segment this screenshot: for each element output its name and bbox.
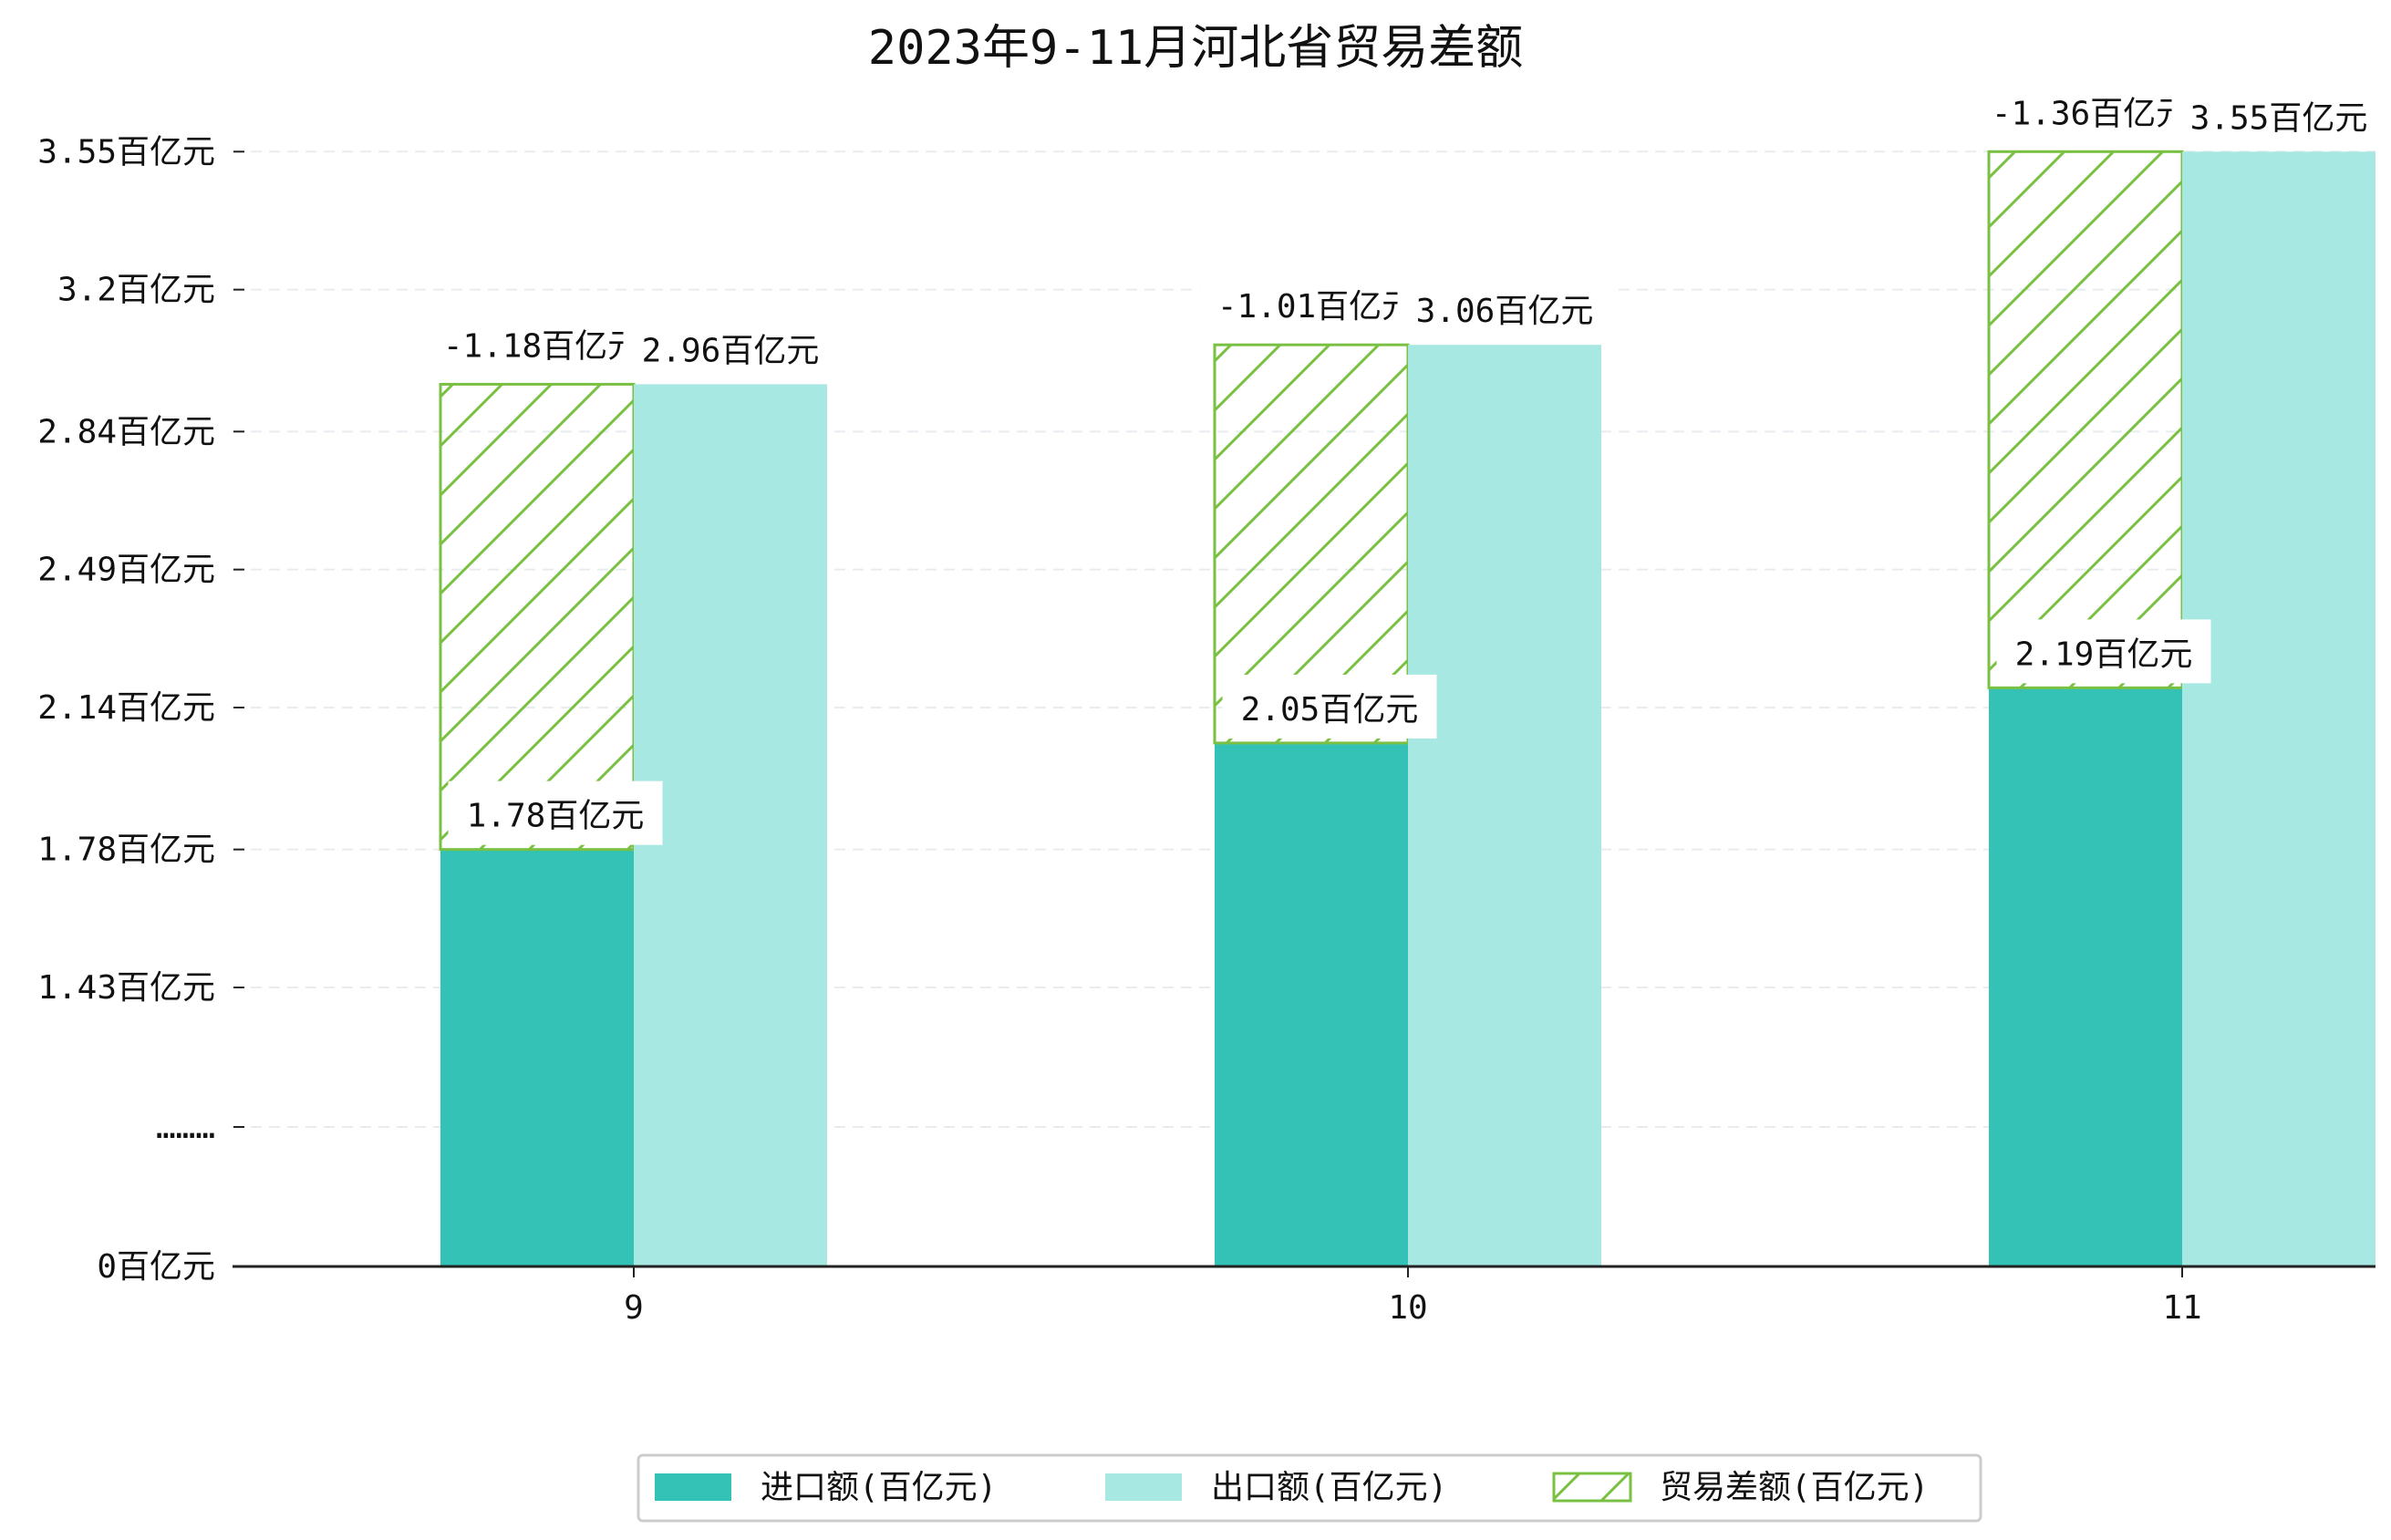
y-tick-label: 3.2百亿元 bbox=[57, 272, 215, 309]
data-label-import: 2.05百亿元 bbox=[1241, 691, 1419, 729]
y-tick-label: 2.14百亿元 bbox=[37, 689, 215, 727]
bar-balance bbox=[439, 382, 636, 852]
x-tick-label: 9 bbox=[624, 1289, 644, 1327]
y-tick-label: 3.55百亿元 bbox=[37, 133, 215, 171]
bar-import bbox=[440, 849, 634, 1266]
bar-import bbox=[1989, 687, 2182, 1266]
data-label-balance-bg bbox=[1199, 272, 1433, 336]
legend-swatch bbox=[655, 1473, 731, 1501]
data-label-import: 1.78百亿元 bbox=[467, 798, 645, 835]
data-label-balance: -1.01百亿元 bbox=[1217, 288, 1414, 326]
data-label-export: 3.06百亿元 bbox=[1416, 293, 1594, 330]
data-label-export: 3.55百亿元 bbox=[2190, 99, 2368, 137]
bar-export bbox=[2182, 151, 2375, 1266]
data-label-export-bg bbox=[2171, 83, 2386, 148]
data-label-import-bg bbox=[1996, 619, 2211, 684]
chart-title: 2023年9-11月河北省贸易差额 bbox=[868, 21, 1523, 76]
data-label-balance: -1.18百亿元 bbox=[443, 327, 640, 365]
legend-swatch bbox=[1105, 1473, 1182, 1501]
legend-swatch bbox=[1552, 1472, 1632, 1503]
y-tick-label: 2.49百亿元 bbox=[37, 552, 215, 589]
legend-label: 进口额(百亿元) bbox=[761, 1469, 997, 1506]
x-tick-label: 10 bbox=[1388, 1289, 1427, 1327]
data-label-balance-bg bbox=[425, 311, 658, 376]
data-label-balance: -1.36百亿元 bbox=[1992, 95, 2189, 132]
legend-label: 出口额(百亿元) bbox=[1211, 1469, 1447, 1506]
y-tick-label: 1.78百亿元 bbox=[37, 832, 215, 869]
data-label-balance-bg bbox=[1973, 78, 2207, 143]
y-tick-label: 2.84百亿元 bbox=[37, 413, 215, 450]
data-label-export-bg bbox=[623, 315, 838, 380]
data-labels: 1.78百亿元 -1.18百亿元 2.96百亿元 2.05百亿元 -1.01百亿元 3.0… bbox=[425, 78, 2386, 845]
legend: 进口额(百亿元) 出口额(百亿元) 贸易差额(百亿元) bbox=[637, 1453, 1982, 1523]
data-label-import-bg bbox=[1222, 674, 1437, 739]
data-label-export: 2.96百亿元 bbox=[642, 332, 820, 369]
bar-import bbox=[1215, 742, 1408, 1266]
data-label-export-bg bbox=[1397, 276, 1612, 341]
data-label-import: 2.19百亿元 bbox=[2015, 636, 2193, 673]
legend-label: 贸易差额(百亿元) bbox=[1660, 1469, 1929, 1506]
x-axis: 9 10 11 bbox=[233, 1265, 2375, 1327]
y-tick-label: ……… bbox=[156, 1109, 215, 1146]
y-tick-label: 1.43百亿元 bbox=[37, 969, 215, 1007]
bar-export bbox=[1408, 345, 1601, 1266]
data-label-import-bg bbox=[448, 780, 663, 845]
x-tick-label: 11 bbox=[2162, 1289, 2201, 1327]
bar-balance bbox=[1987, 150, 2184, 689]
y-axis: 0百亿元 ……… 1.43百亿元 1.78百亿元 2.14百亿元 2.49百亿元 2.84百… bbox=[37, 133, 244, 1286]
bars bbox=[439, 150, 2375, 1267]
legend-box bbox=[637, 1453, 1982, 1523]
bar-export bbox=[634, 384, 827, 1267]
y-tick-label: 0百亿元 bbox=[97, 1248, 215, 1286]
